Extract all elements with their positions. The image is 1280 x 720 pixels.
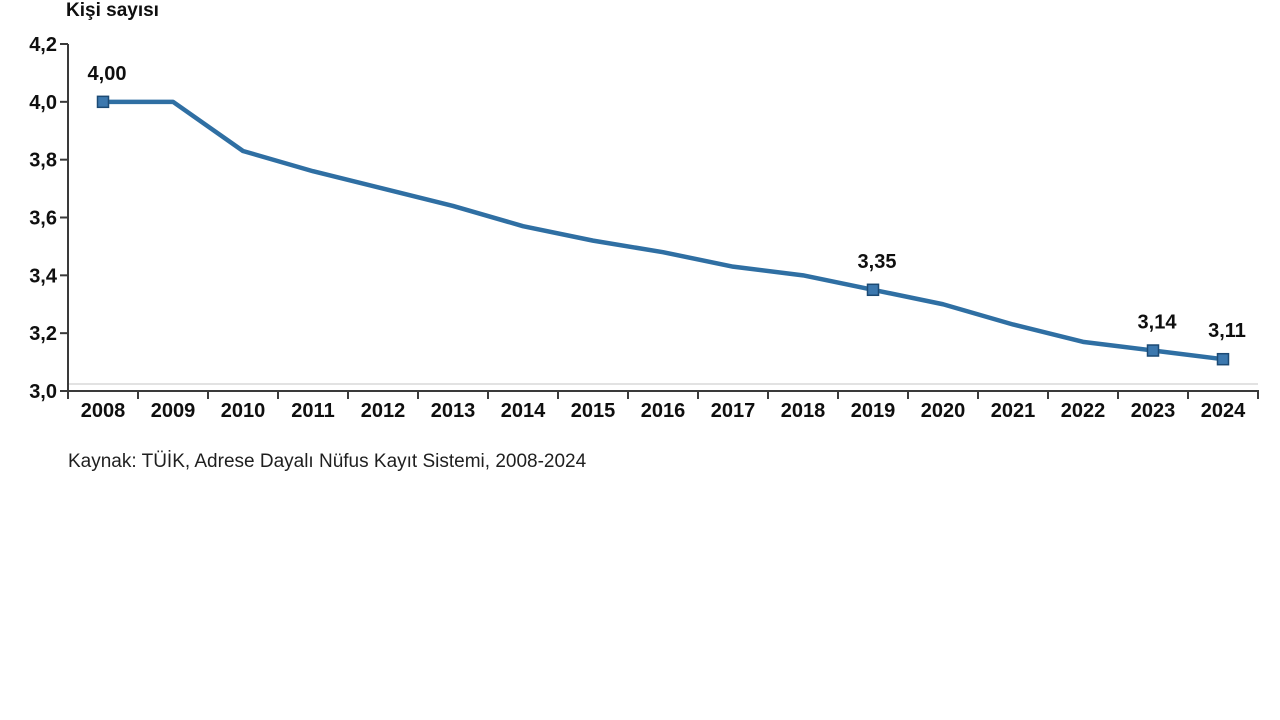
y-tick-label: 3,4: [29, 265, 58, 287]
source-note: Kaynak: TÜİK, Adrese Dayalı Nüfus Kayıt …: [68, 451, 587, 472]
data-point-marker: [1216, 352, 1230, 366]
data-point-marker: [866, 283, 880, 297]
data-point-label: 3,11: [1208, 320, 1246, 342]
data-point-marker: [96, 95, 110, 109]
y-tick-label: 4,2: [29, 34, 57, 56]
line-chart: 3,0 3,2 3,4 3,6 3,8 4,0 4,2 2008 2009 2010 2011 201…: [29, 34, 1259, 422]
data-point-label: 3,14: [1138, 312, 1178, 334]
x-tick-label: 2012: [361, 400, 406, 422]
x-tick-label: 2013: [431, 400, 476, 422]
x-tick-label: 2024: [1201, 400, 1246, 422]
y-tick-label: 3,6: [29, 208, 57, 230]
x-tick-label: 2020: [921, 400, 966, 422]
x-tick-label: 2016: [641, 400, 686, 422]
data-line: [100, 99, 1226, 362]
y-tick-label: 3,2: [29, 323, 57, 345]
x-tick-label: 2008: [81, 400, 126, 422]
x-tick-label: 2017: [711, 400, 756, 422]
x-tick-label: 2014: [501, 400, 546, 422]
y-axis-title: Kişi sayısı: [66, 0, 159, 21]
y-tick-label: 3,0: [29, 381, 57, 403]
y-tick-label: 3,8: [29, 150, 57, 172]
x-tick-label: 2022: [1061, 400, 1106, 422]
data-point-marker: [1146, 344, 1160, 357]
x-tick-label: 2011: [291, 400, 334, 422]
x-tick-label: 2009: [151, 400, 196, 422]
x-tick-label: 2015: [571, 400, 616, 422]
x-tick-label: 2023: [1131, 400, 1176, 422]
data-point-label: 3,35: [858, 251, 897, 273]
data-point-label: 4,00: [88, 63, 127, 85]
x-tick-label: 2010: [221, 400, 266, 422]
x-tick-label: 2018: [781, 400, 826, 422]
x-tick-label: 2019: [851, 400, 896, 422]
y-tick-label: 4,0: [29, 92, 57, 114]
x-tick-label: 2021: [991, 400, 1036, 422]
